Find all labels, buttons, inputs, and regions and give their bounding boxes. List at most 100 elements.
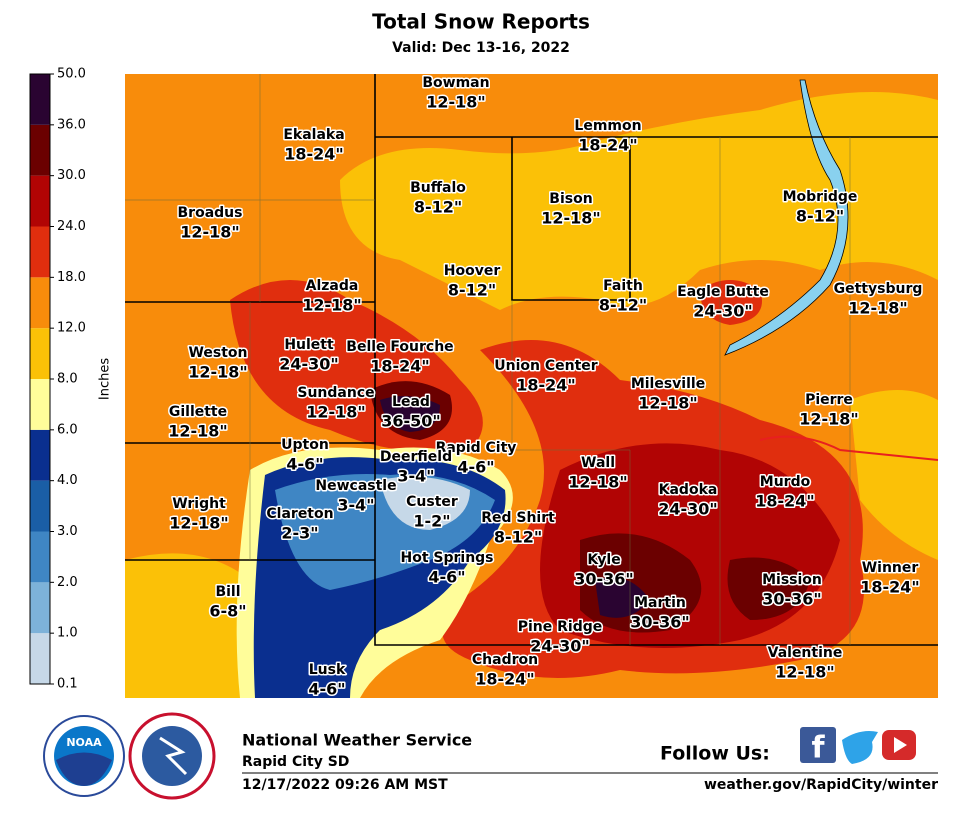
facebook-icon[interactable] <box>800 727 836 763</box>
place-range: 24-30" <box>693 302 753 321</box>
place-name: Mission <box>762 572 822 588</box>
colorbar-tick-label: 6.0 <box>57 422 78 437</box>
place-range: 1-2" <box>413 512 450 531</box>
place-range: 30-36" <box>574 570 634 589</box>
place-range: 12-18" <box>799 410 859 429</box>
place-name: Red Shirt <box>481 510 555 526</box>
place-range: 3-4" <box>337 496 374 515</box>
footer: NOAA National Weather Service Rapid City… <box>43 712 938 800</box>
place-range: 12-18" <box>541 209 601 228</box>
colorbar: 0.1 1.0 2.0 3.0 4.0 6.0 8.0 12.0 18.0 24.0 30.0 36.… <box>29 67 86 692</box>
colorbar-bin <box>30 582 50 634</box>
colorbar-tick-label: 4.0 <box>57 473 78 488</box>
twitter-icon[interactable] <box>842 731 878 764</box>
place-name: Mobridge <box>783 189 858 205</box>
url[interactable]: weather.gov/RapidCity/winter <box>704 777 938 793</box>
place-range: 12-18" <box>188 363 248 382</box>
colorbar-bin <box>30 480 50 532</box>
place-name: Lead <box>392 394 430 410</box>
place-name: Valentine <box>768 645 843 661</box>
place-name: Lusk <box>309 662 346 678</box>
place-range: 2-3" <box>281 524 318 543</box>
place-name: Lemmon <box>574 118 641 134</box>
place-name: Wall <box>581 455 615 471</box>
place-range: 18-24" <box>516 376 576 395</box>
place-range: 24-30" <box>658 500 718 519</box>
agency: National Weather Service <box>242 731 472 750</box>
place-range: 12-18" <box>568 473 628 492</box>
colorbar-tick-label: 36.0 <box>57 117 86 132</box>
place-name: Faith <box>603 278 643 294</box>
colorbar-tick-label: 8.0 <box>57 372 78 387</box>
place-name: Weston <box>188 345 247 361</box>
place-range: 24-30" <box>279 355 339 374</box>
place-range: 8-12" <box>414 198 462 217</box>
place-name: Sundance <box>297 385 374 401</box>
place-name: Buffalo <box>410 180 466 196</box>
place-name: Hulett <box>284 337 334 353</box>
colorbar-bin <box>30 74 50 125</box>
place-range: 12-18" <box>168 422 228 441</box>
place-name: Pierre <box>805 392 853 408</box>
place-name: Deerfield <box>380 449 452 465</box>
colorbar-tick-label: 18.0 <box>57 270 86 285</box>
place-name: Bill <box>215 584 240 600</box>
place-name: Murdo <box>760 474 811 490</box>
place-name: Custer <box>406 494 458 510</box>
place-range: 18-24" <box>284 145 344 164</box>
place-labels: Bowman 12-18" Ekalaka 18-24" Lemmon 18-24" Buf… <box>167 74 924 701</box>
place-range: 30-36" <box>630 613 690 632</box>
place-name: Upton <box>281 437 329 453</box>
colorbar-bin <box>30 124 50 176</box>
place-range: 18-24" <box>475 670 535 689</box>
place-range: 12-18" <box>638 394 698 413</box>
place-name: Kyle <box>587 552 620 568</box>
place-name: Belle Fourche <box>346 339 453 355</box>
place-name: Martin <box>634 595 686 611</box>
colorbar-tick-label: 2.0 <box>57 575 78 590</box>
place-name: Rapid City <box>436 440 517 456</box>
colorbar-tick-label: 50.0 <box>57 67 86 82</box>
place-range: 8-12" <box>494 528 542 547</box>
colorbar-tick-label: 30.0 <box>57 168 86 183</box>
colorbar-tick-label: 3.0 <box>57 524 78 539</box>
place-range: 8-12" <box>796 207 844 226</box>
place-range: 4-6" <box>308 680 345 699</box>
place-name: Pine Ridge <box>518 619 603 635</box>
place-range: 12-18" <box>306 403 366 422</box>
place-range: 36-50" <box>381 412 441 431</box>
place-range: 12-18" <box>426 93 486 112</box>
place-range: 3-4" <box>397 467 434 486</box>
colorbar-bin <box>30 633 50 684</box>
place-name: Winner <box>862 560 919 576</box>
place-range: 12-18" <box>848 299 908 318</box>
place-name: Wright <box>172 496 226 512</box>
colorbar-bin <box>30 531 50 583</box>
place-name: Broadus <box>178 205 243 221</box>
place-name: Clareton <box>266 506 333 522</box>
place-name: Newcastle <box>315 478 396 494</box>
subtitle: Valid: Dec 13-16, 2022 <box>392 40 570 56</box>
colorbar-bin <box>30 226 50 278</box>
place-name: Kadoka <box>659 482 718 498</box>
colorbar-label: Inches <box>98 358 113 400</box>
office: Rapid City SD <box>242 754 349 770</box>
snow-map <box>125 74 938 698</box>
colorbar-bin <box>30 379 50 430</box>
place-range: 8-12" <box>599 296 647 315</box>
place-name: Hoover <box>444 263 501 279</box>
place-name: Gillette <box>169 404 227 420</box>
colorbar-tick-label: 1.0 <box>57 626 78 641</box>
place-name: Alzada <box>306 278 359 294</box>
place-name: Gettysburg <box>834 281 923 297</box>
place-range: 6-8" <box>209 602 246 621</box>
place-name: Bowman <box>422 75 489 91</box>
colorbar-tick-label: 12.0 <box>57 321 86 336</box>
place-range: 12-18" <box>169 514 229 533</box>
place-name: Union Center <box>494 358 598 374</box>
colorbar-bin <box>30 429 50 481</box>
place-range: 30-36" <box>762 590 822 609</box>
follow-us: Follow Us: <box>660 743 770 765</box>
place-range: 18-24" <box>860 578 920 597</box>
